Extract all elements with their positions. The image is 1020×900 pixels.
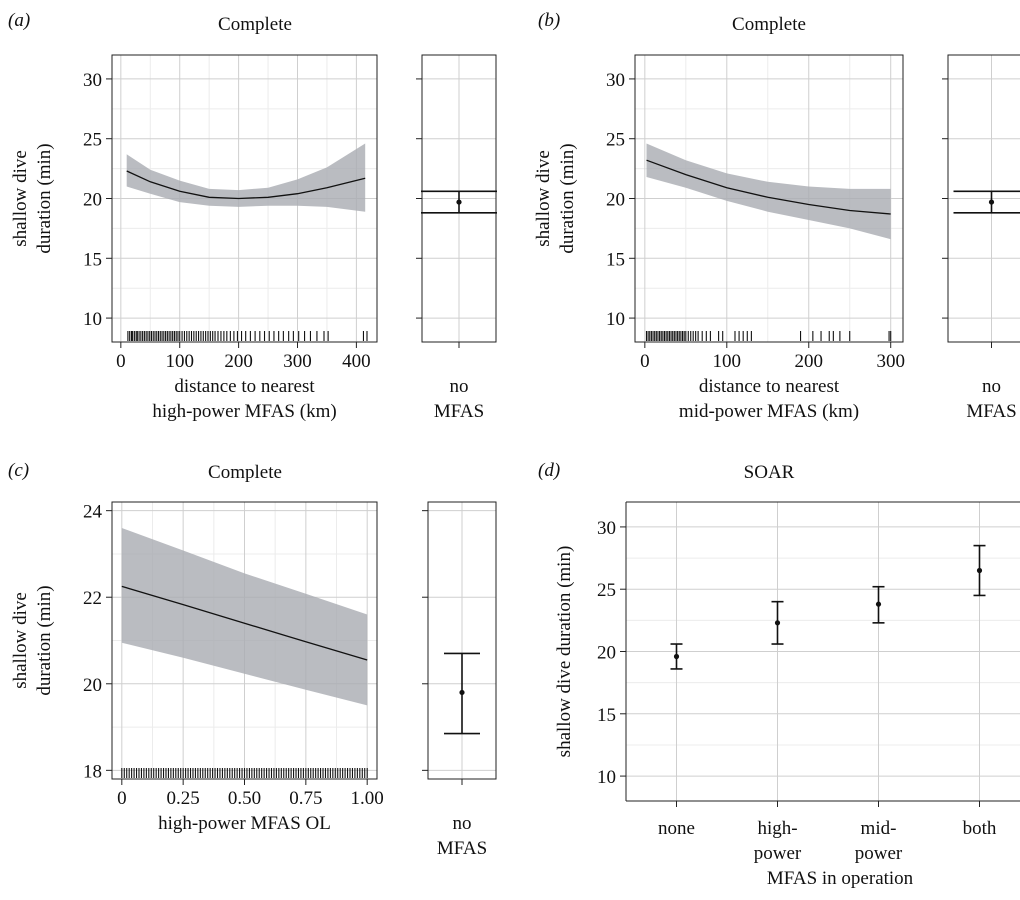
x-tick-label: power (754, 843, 802, 864)
y-axis-label: duration (min) (34, 143, 55, 253)
side-x-label: MFAS (437, 838, 487, 859)
x-tick-label: 300 (876, 351, 905, 372)
x-tick-label: 0 (116, 351, 126, 372)
y-tick-label: 15 (83, 249, 102, 270)
x-tick-label: 300 (283, 351, 312, 372)
y-tick-label: 15 (597, 705, 616, 726)
panel-c-label: (c) (8, 460, 29, 481)
x-axis-label: mid-power MFAS (km) (679, 401, 859, 422)
x-tick-label: 0 (117, 788, 127, 809)
fitted-line (126, 170, 366, 200)
x-tick-label: both (963, 818, 997, 839)
y-axis-label: shallow dive (533, 150, 554, 247)
y-axis-label: shallow dive (10, 150, 31, 247)
panel-b-label: (b) (538, 10, 560, 31)
x-tick-label: 0.25 (167, 788, 200, 809)
y-tick-label: 30 (606, 70, 625, 91)
rug-group (121, 768, 368, 778)
panel-a-label: (a) (8, 10, 30, 31)
y-tick-label: 25 (597, 580, 616, 601)
y-tick-label: 24 (83, 502, 103, 523)
y-tick-label: 10 (83, 309, 102, 330)
panel-c-title: Complete (208, 462, 282, 483)
x-tick-label: 1.00 (351, 788, 384, 809)
y-tick-label: 25 (606, 130, 625, 151)
y-tick-label: 20 (606, 190, 625, 211)
point-estimate (875, 601, 882, 607)
x-tick-label: 0.75 (289, 788, 322, 809)
y-tick-label: 10 (597, 767, 616, 788)
y-tick-label: 20 (83, 190, 102, 211)
y-tick-label: 22 (83, 588, 102, 609)
x-tick-label: 200 (794, 351, 823, 372)
rug-group (645, 331, 892, 341)
rug-group (127, 331, 368, 341)
y-tick-label: 10 (606, 309, 625, 330)
panel-b-title: Complete (732, 14, 806, 35)
side-x-label: no (453, 813, 472, 834)
x-axis-label: high-power MFAS OL (158, 813, 331, 834)
y-tick-label: 15 (606, 249, 625, 270)
y-axis-label: duration (min) (34, 585, 55, 695)
confidence-band (126, 143, 366, 212)
x-axis-label: distance to nearest (174, 376, 315, 397)
x-tick-label: high- (757, 818, 797, 839)
side-x-label: no (450, 376, 469, 397)
x-tick-label: 100 (165, 351, 194, 372)
point-estimate (976, 567, 983, 574)
y-tick-label: 30 (597, 518, 616, 539)
y-axis-label: shallow dive duration (min) (554, 546, 575, 758)
y-axis-label: shallow dive (10, 592, 31, 689)
x-tick-label: power (855, 843, 903, 864)
y-axis-label: duration (min) (557, 143, 578, 253)
fitted-line (121, 585, 368, 661)
side-x-label: MFAS (434, 401, 484, 422)
x-tick-label: 100 (713, 351, 742, 372)
y-tick-label: 18 (83, 761, 102, 782)
x-tick-label: 200 (224, 351, 253, 372)
x-tick-label: none (658, 818, 695, 839)
side-x-label: MFAS (966, 401, 1016, 422)
point-estimate (988, 199, 995, 205)
x-axis-label: high-power MFAS (km) (152, 401, 336, 422)
side-x-label: no (982, 376, 1001, 397)
point-estimate (459, 689, 465, 696)
panel-c-plot: 18 20 22 24 0 0.25 0.50 0.75 1.00 high-power MFAS… (10, 501, 497, 859)
panel-c: (c) Complete 18 20 22 24 0 0.25 0.50 0.75 1.00 hi… (8, 460, 497, 859)
fitted-line (646, 159, 891, 215)
confidence-band (121, 528, 368, 706)
y-tick-label: 25 (83, 130, 102, 151)
y-tick-label: 20 (597, 643, 616, 664)
point-estimate (774, 620, 781, 626)
panel-d-plot: 10 15 20 25 30 none high-power mid-power both MFA… (554, 501, 1020, 889)
x-tick-label: 400 (342, 351, 371, 372)
confidence-band (646, 143, 891, 240)
y-tick-label: 20 (83, 675, 102, 696)
x-tick-label: 0 (640, 351, 650, 372)
panel-d-title: SOAR (744, 462, 795, 483)
x-axis-label: MFAS in operation (767, 868, 914, 889)
x-axis-label: distance to nearest (699, 376, 840, 397)
x-tick-label: mid- (861, 818, 897, 839)
panel-a-title: Complete (218, 14, 292, 35)
point-estimate (456, 199, 462, 205)
panel-d-label: (d) (538, 460, 560, 481)
x-tick-label: 0.50 (228, 788, 261, 809)
y-tick-label: 30 (83, 70, 102, 91)
point-estimate (673, 653, 680, 660)
panel-d: (d) SOAR 10 15 20 25 30 none high-power mid-pow… (538, 460, 1020, 889)
